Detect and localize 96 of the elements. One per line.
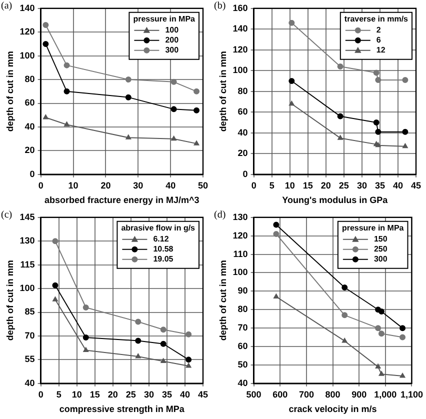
- x-tick-label: 35: [374, 180, 385, 190]
- x-tick-label: 20: [320, 180, 331, 190]
- x-tick-label: 0: [38, 180, 44, 190]
- x-tick-label: 25: [338, 180, 349, 190]
- y-tick-label: 40: [24, 378, 35, 388]
- x-tick-label: 1,100: [400, 389, 424, 400]
- x-tick-label: 0: [251, 180, 256, 190]
- x-tick-label: 5: [269, 180, 274, 190]
- legend-label: 300: [374, 254, 388, 264]
- x-tick-label: 500: [246, 389, 262, 400]
- y-tick-label: 100: [20, 283, 35, 294]
- legend-label: 300: [165, 46, 180, 55]
- x-tick-label: 800: [325, 389, 340, 400]
- y-tick-label: 20: [24, 145, 35, 156]
- y-tick-label: 100: [20, 50, 35, 60]
- legend-title: abrasive flow in g/s: [121, 224, 196, 233]
- x-tick-label: 15: [90, 389, 100, 400]
- legend-title: pressure in MPa: [133, 14, 196, 24]
- x-tick-label: 15: [302, 180, 313, 190]
- chart-title: (a): [1, 0, 12, 12]
- y-tick-label: 40: [238, 127, 248, 138]
- y-axis-title: depth of cut in mm: [218, 51, 228, 132]
- y-tick-label: 120: [20, 26, 35, 37]
- y-tick-label: 60: [238, 106, 248, 117]
- legend-label: 10.58: [153, 244, 174, 254]
- y-tick-label: 0: [30, 168, 35, 179]
- y-tick-label: 60: [238, 340, 248, 351]
- chart-title: (d): [214, 210, 226, 221]
- x-tick-label: 600: [272, 389, 288, 400]
- y-axis-title: depth of cut in mm: [218, 260, 228, 341]
- y-tick-label: 110: [233, 248, 248, 259]
- y-tick-label: 50: [238, 359, 248, 370]
- x-axis-title: absorbed fracture energy in MJ/m^3: [44, 195, 200, 206]
- y-axis-title: depth of cut in mm: [4, 51, 15, 132]
- y-tick-label: 80: [238, 304, 248, 314]
- legend-label: 250: [374, 244, 388, 254]
- y-tick-label: 120: [232, 44, 248, 54]
- y-tick-label: 40: [24, 121, 35, 132]
- y-tick-label: 70: [24, 330, 35, 340]
- x-tick-label: 0: [38, 389, 44, 400]
- y-axis-title: depth of cut in mm: [4, 260, 15, 341]
- y-tick-label: 40: [238, 378, 248, 388]
- y-tick-label: 140: [232, 24, 248, 34]
- x-axis-title: Young's modulus in GPa: [282, 195, 389, 206]
- y-tick-label: 145: [20, 212, 35, 222]
- y-tick-label: 140: [20, 2, 35, 13]
- x-tick-label: 35: [162, 389, 172, 400]
- y-tick-label: 100: [232, 267, 248, 278]
- x-tick-label: 1,000: [374, 389, 397, 400]
- chart-title: (b): [214, 0, 226, 12]
- y-tick-label: 160: [232, 2, 248, 13]
- y-tick-label: 130: [20, 236, 35, 246]
- legend-label: 6: [376, 36, 382, 45]
- x-tick-label: 45: [198, 389, 208, 400]
- chart-title: (c): [1, 210, 12, 221]
- legend-label: 100: [165, 26, 180, 35]
- y-tick-label: 80: [24, 74, 35, 84]
- x-tick-label: 40: [180, 389, 190, 400]
- y-tick-label: 60: [24, 98, 35, 108]
- legend-title: traverse in mm/s: [344, 14, 409, 24]
- x-tick-label: 40: [166, 180, 176, 190]
- y-tick-label: 90: [238, 286, 248, 296]
- legend-label: 19.05: [153, 254, 174, 264]
- y-tick-label: 130: [232, 212, 248, 222]
- x-tick-label: 10: [72, 389, 82, 400]
- x-tick-label: 900: [352, 389, 367, 400]
- x-axis-title: crack velocity in m/s: [288, 404, 377, 414]
- y-tick-label: 100: [232, 65, 248, 76]
- y-tick-label: 115: [20, 259, 35, 270]
- y-tick-label: 70: [238, 322, 248, 333]
- legend-label: 150: [374, 234, 388, 244]
- x-tick-label: 20: [108, 389, 118, 400]
- x-tick-label: 10: [68, 180, 78, 190]
- x-tick-label: 40: [392, 180, 403, 190]
- legend-label: 2: [376, 26, 382, 35]
- legend-title: pressure in MPa: [342, 224, 404, 233]
- x-tick-label: 5: [56, 389, 62, 400]
- x-tick-label: 10: [284, 180, 295, 190]
- x-tick-label: 25: [126, 389, 136, 400]
- y-tick-label: 20: [238, 148, 248, 158]
- y-tick-label: 85: [24, 306, 35, 317]
- y-tick-label: 55: [24, 354, 35, 364]
- x-tick-label: 30: [144, 389, 154, 400]
- y-tick-label: 120: [232, 230, 248, 240]
- y-tick-label: 0: [242, 168, 248, 179]
- x-tick-label: 30: [133, 180, 144, 190]
- x-tick-label: 45: [410, 180, 422, 190]
- legend-label: 12: [376, 46, 386, 55]
- x-tick-label: 50: [198, 180, 208, 190]
- x-tick-label: 30: [356, 180, 367, 190]
- y-tick-label: 80: [238, 86, 248, 96]
- legend-label: 6.12: [153, 234, 170, 244]
- x-tick-label: 700: [298, 389, 314, 400]
- x-axis-title: compressive strength in MPa: [59, 404, 186, 414]
- x-tick-label: 20: [100, 180, 111, 190]
- legend-label: 200: [165, 36, 180, 45]
